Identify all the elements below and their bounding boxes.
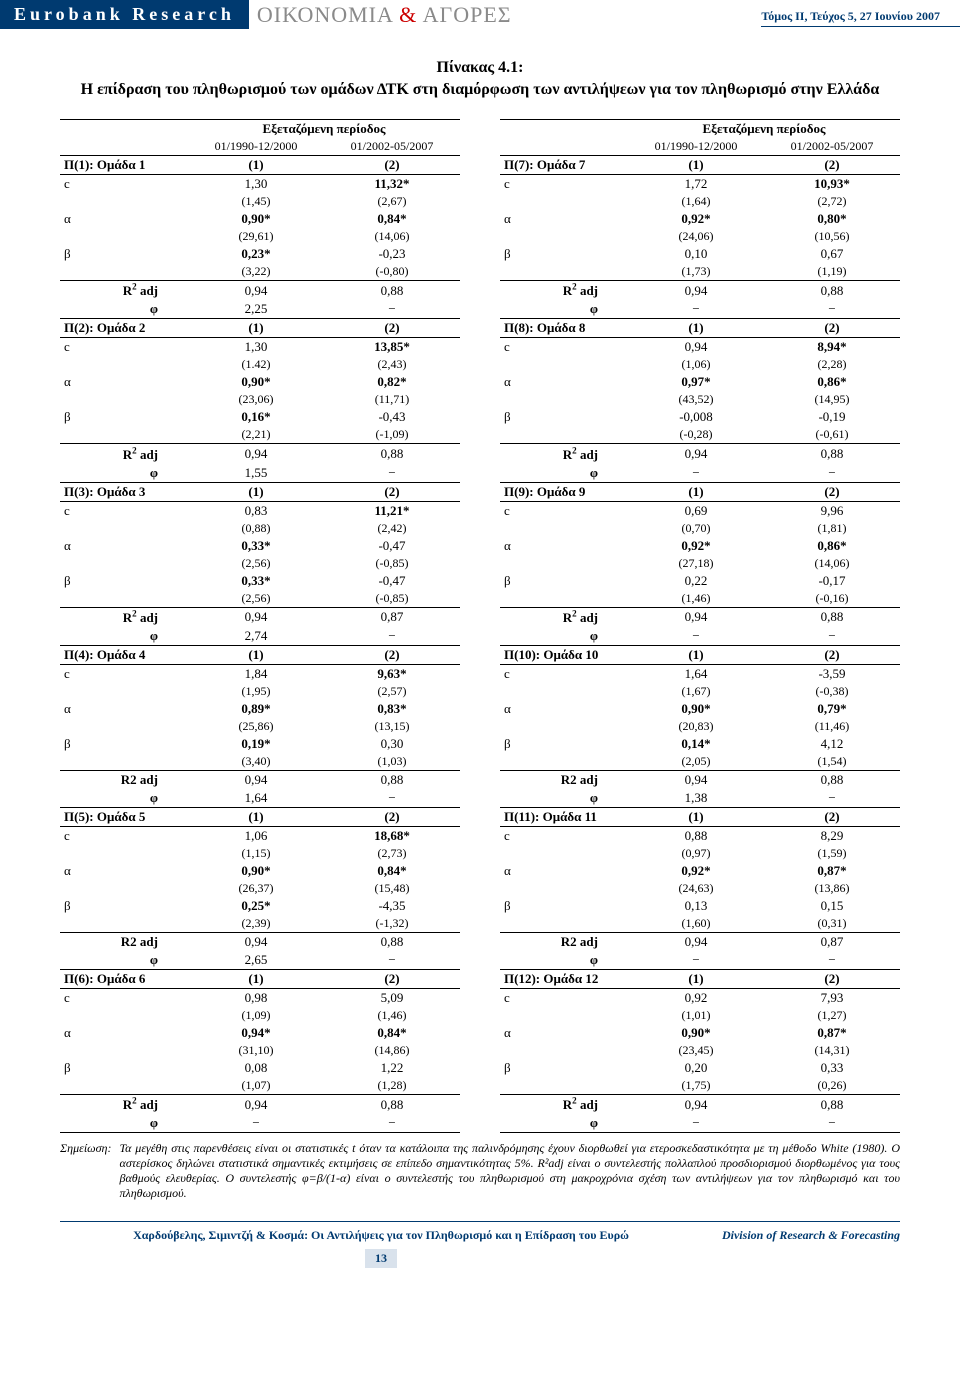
footer-center: Χαρδούβελης, Σιμιντζή & Κοσμά: Οι Αντιλή… [60,1228,702,1268]
left-column: Εξεταζόμενη περίοδος01/1990-12/200001/20… [60,119,460,1133]
table-title: Η επίδραση του πληθωρισμού των ομάδων ΔΤ… [60,81,900,99]
header: Eurobank Research ΟΙΚΟΝΟΜΙΑ & ΑΓΟΡΕΣ Τόμ… [0,0,960,29]
page-number: 13 [365,1249,397,1268]
right-table: Εξεταζόμενη περίοδος01/1990-12/200001/20… [500,119,900,1133]
footnote-body: Τα μεγέθη στις παρενθέσεις είναι οι στατ… [120,1141,900,1201]
brand-sub-1: ΟΙΚΟΝΟΜΙΑ [257,2,399,27]
brand-logo: Eurobank Research [0,0,249,29]
brand-subtitle: ΟΙΚΟΝΟΜΙΑ & ΑΓΟΡΕΣ [249,2,512,28]
footer-right: Division of Research & Forecasting [702,1228,900,1243]
right-column: Εξεταζόμενη περίοδος01/1990-12/200001/20… [500,119,900,1133]
footnote-label: Σημείωση: [60,1141,112,1201]
left-table: Εξεταζόμενη περίοδος01/1990-12/200001/20… [60,119,460,1133]
brand-sub-2: ΑΓΟΡΕΣ [417,2,511,27]
brand-sub-amp: & [399,2,417,27]
tables-container: Εξεταζόμενη περίοδος01/1990-12/200001/20… [0,119,960,1133]
issue-label: Τόμος ΙΙ, Τεύχος 5, 27 Ιουνίου 2007 [761,9,960,27]
footnote: Σημείωση: Τα μεγέθη στις παρενθέσεις είν… [0,1133,960,1201]
header-left: Eurobank Research ΟΙΚΟΝΟΜΙΑ & ΑΓΟΡΕΣ [0,0,512,29]
footer: Χαρδούβελης, Σιμιντζή & Κοσμά: Οι Αντιλή… [60,1221,900,1268]
table-number: Πίνακας 4.1: [60,59,900,77]
footer-citation: Χαρδούβελης, Σιμιντζή & Κοσμά: Οι Αντιλή… [60,1228,702,1243]
